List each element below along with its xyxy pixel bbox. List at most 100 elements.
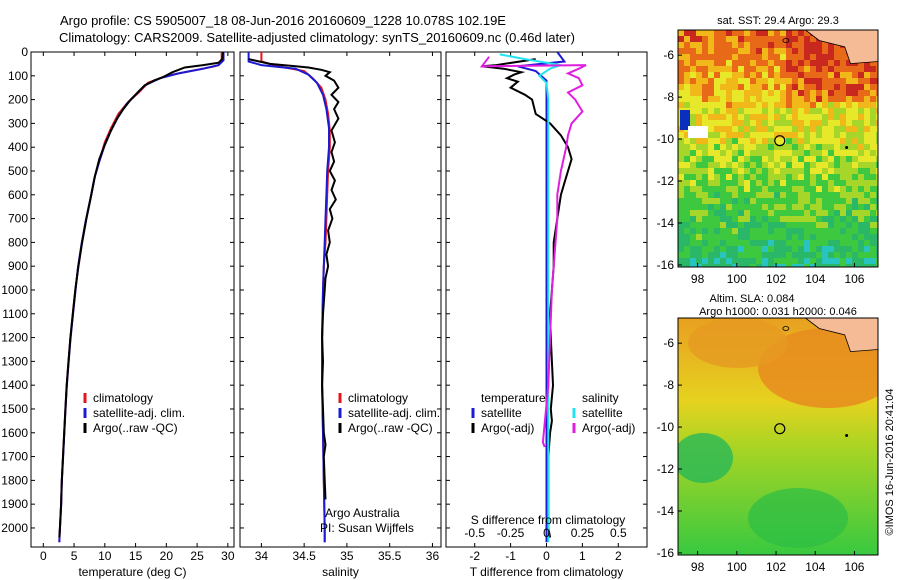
sst-cell xyxy=(708,54,715,61)
sst-cell xyxy=(816,108,823,115)
sst-cell xyxy=(690,84,697,91)
sst-cell xyxy=(810,96,817,103)
sst-cell xyxy=(810,60,817,67)
sst-cell xyxy=(762,138,769,145)
y-tick-label: 1000 xyxy=(1,283,28,297)
sst-cell xyxy=(798,150,805,157)
sst-cell xyxy=(714,102,721,109)
sst-cell xyxy=(678,234,685,241)
sst-cell xyxy=(756,228,763,235)
sst-cell xyxy=(732,252,739,259)
sst-cell xyxy=(720,66,727,73)
sst-cell xyxy=(870,258,877,265)
sst-cell xyxy=(834,144,841,151)
sst-cell xyxy=(864,150,871,157)
x-tick-label: 25 xyxy=(190,549,204,563)
sst-cell xyxy=(774,162,781,169)
sst-cell xyxy=(840,138,847,145)
s-tick-label: 0.25 xyxy=(571,526,595,540)
sst-cell xyxy=(708,102,715,109)
sst-cell xyxy=(780,78,787,85)
sst-cell xyxy=(798,144,805,151)
sst-cell xyxy=(828,168,835,175)
sst-cell xyxy=(708,108,715,115)
sst-cell xyxy=(720,108,727,115)
sst-cell xyxy=(834,234,841,241)
sst-cell xyxy=(714,30,721,37)
sst-cell xyxy=(852,84,859,91)
sst-cell xyxy=(822,42,829,49)
sst-cell xyxy=(852,72,859,79)
sst-cell xyxy=(690,138,697,145)
sst-cell xyxy=(798,180,805,187)
sst-cell xyxy=(714,216,721,223)
sst-cell xyxy=(738,192,745,199)
sst-cell xyxy=(810,42,817,49)
sst-cell xyxy=(690,198,697,205)
sst-cell xyxy=(756,162,763,169)
sst-cell xyxy=(696,234,703,241)
sst-cell xyxy=(714,96,721,103)
sst-cell xyxy=(720,132,727,139)
sst-cell xyxy=(726,216,733,223)
sst-cell xyxy=(840,144,847,151)
sst-cell xyxy=(678,228,685,235)
sst-cell xyxy=(828,102,835,109)
sst-cell xyxy=(840,192,847,199)
sst-cell xyxy=(804,156,811,163)
sst-cell xyxy=(864,222,871,229)
sst-cell xyxy=(834,138,841,145)
sst-cell xyxy=(756,168,763,175)
sst-cell xyxy=(702,180,709,187)
sst-cell xyxy=(798,222,805,229)
sst-cell xyxy=(780,222,787,229)
sst-cell xyxy=(738,60,745,67)
sst-cell xyxy=(684,102,691,109)
sst-cell xyxy=(858,216,865,223)
sst-cell xyxy=(780,42,787,49)
sst-cell xyxy=(732,114,739,121)
sst-cell xyxy=(768,144,775,151)
sst-cell xyxy=(768,120,775,127)
sst-cell xyxy=(798,84,805,91)
sst-cell xyxy=(852,216,859,223)
map-x-tick-label: 102 xyxy=(766,560,786,574)
sst-cell xyxy=(738,186,745,193)
sst-cell xyxy=(732,36,739,43)
sst-cell xyxy=(852,180,859,187)
sst-cell xyxy=(786,234,793,241)
sst-cell xyxy=(690,48,697,55)
sst-cell xyxy=(798,120,805,127)
sst-cell xyxy=(810,138,817,145)
sst-cell xyxy=(792,60,799,67)
sst-cell xyxy=(780,72,787,79)
sst-cell xyxy=(822,156,829,163)
sst-cell xyxy=(834,72,841,79)
sst-cell xyxy=(732,222,739,229)
sst-cell xyxy=(816,150,823,157)
sst-cell xyxy=(768,252,775,259)
sst-cell xyxy=(762,240,769,247)
sst-cell xyxy=(774,228,781,235)
sst-cell xyxy=(876,120,878,127)
sst-cell xyxy=(732,216,739,223)
sst-cell xyxy=(744,54,751,61)
sst-cell xyxy=(864,114,871,121)
sst-cell xyxy=(780,126,787,133)
sst-cell xyxy=(684,246,691,253)
sst-cell xyxy=(750,240,757,247)
sst-cell xyxy=(864,258,871,265)
sst-cell xyxy=(678,54,685,61)
sst-cell xyxy=(714,228,721,235)
credit-text: ©IMOS 16-Jun-2016 20:41:04 xyxy=(884,389,896,536)
sst-cell xyxy=(678,246,685,253)
y-tick-label: 1100 xyxy=(2,307,28,321)
sst-cell xyxy=(804,138,811,145)
sst-cell xyxy=(774,66,781,73)
sst-cell xyxy=(726,156,733,163)
sst-cell xyxy=(846,72,853,79)
sst-cell xyxy=(696,78,703,85)
sst-cell xyxy=(726,126,733,133)
sst-cell xyxy=(768,264,775,267)
